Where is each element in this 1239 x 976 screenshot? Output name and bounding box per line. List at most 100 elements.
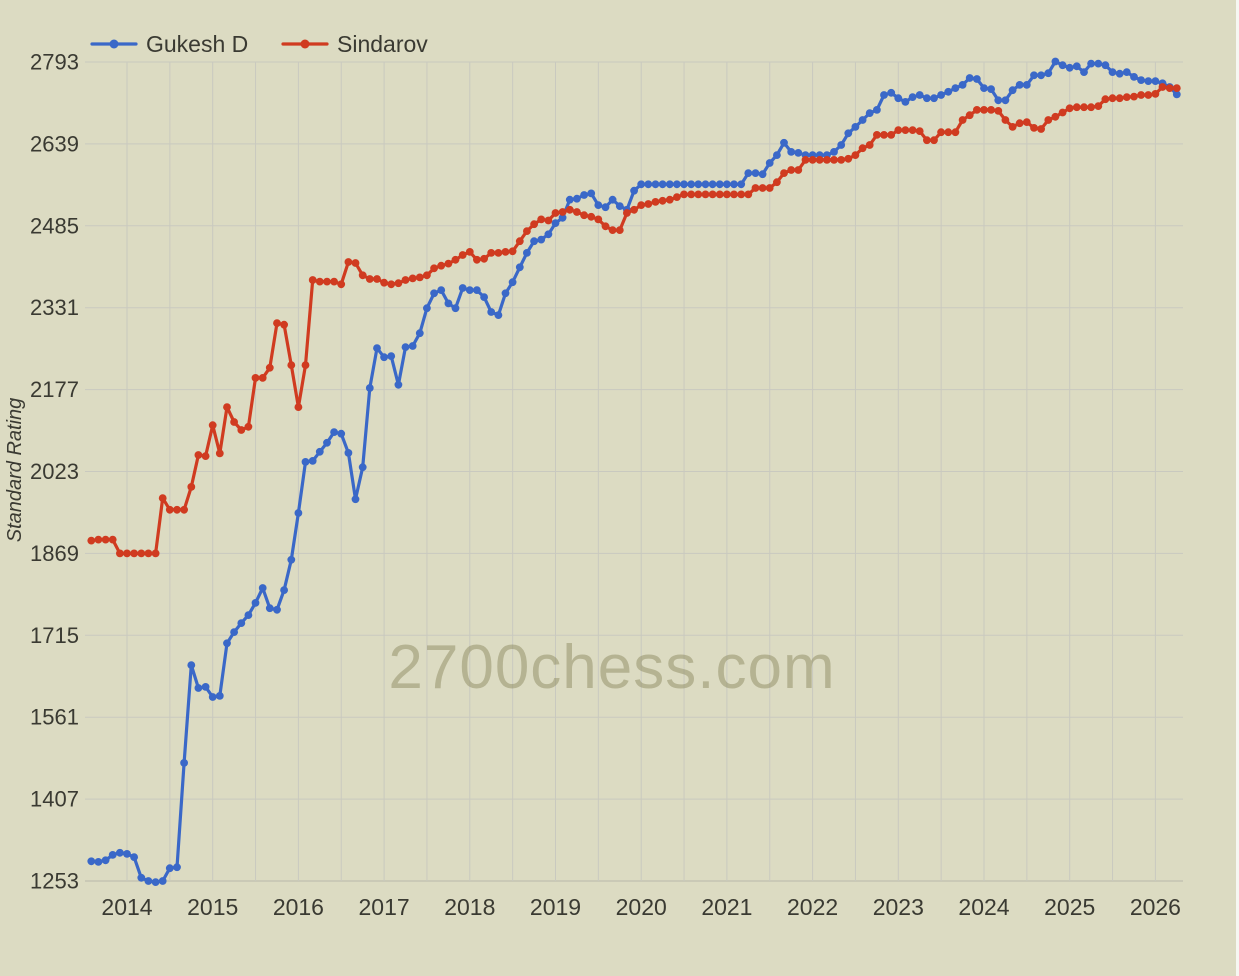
gukesh-d-point (844, 129, 853, 138)
gukesh-d-point (116, 848, 124, 857)
sindarov-point (273, 319, 281, 327)
sindarov-point (601, 222, 610, 231)
sindarov-point (808, 156, 817, 164)
legend-marker-dot (300, 39, 310, 49)
gukesh-d-point (615, 202, 624, 211)
gukesh-d-point (237, 619, 246, 627)
sindarov-point (858, 144, 867, 153)
legend-item-sindarov[interactable]: Sindarov (281, 31, 428, 57)
sindarov-point (501, 248, 510, 256)
gukesh-d-point (1008, 86, 1017, 95)
gukesh-d-point (101, 856, 110, 865)
x-tick-label: 2014 (101, 894, 152, 920)
sindarov-point (1065, 104, 1074, 113)
sindarov-point (1030, 124, 1038, 132)
gukesh-d-point (601, 203, 610, 212)
sindarov-point (323, 277, 331, 286)
sindarov-point (515, 237, 524, 246)
sindarov-point (773, 178, 781, 187)
gukesh-d-point (1080, 68, 1088, 76)
gukesh-d-point (480, 293, 488, 301)
sindarov-point (751, 184, 760, 192)
x-tick-label: 2018 (444, 894, 495, 920)
sindarov-point (116, 549, 124, 558)
sindarov-point (1037, 125, 1045, 133)
sindarov-point (730, 190, 738, 199)
gukesh-d-point (708, 180, 717, 189)
sindarov-point (687, 190, 696, 199)
sindarov-point (758, 184, 767, 192)
series-sindarov (87, 83, 1181, 558)
sindarov-point (387, 280, 396, 289)
sindarov-point (780, 169, 788, 178)
sindarov-point (1108, 94, 1117, 103)
gukesh-d-point (423, 304, 431, 313)
sindarov-point (573, 208, 581, 216)
sindarov-point (1172, 84, 1181, 92)
gukesh-d-point (551, 219, 560, 228)
sindarov-point (1158, 83, 1167, 91)
sindarov-point (151, 549, 160, 558)
sindarov-point (694, 190, 703, 199)
gukesh-d-point (573, 194, 581, 203)
gukesh-d-point (1151, 77, 1160, 85)
gukesh-d-point (723, 180, 731, 189)
sindarov-point (737, 190, 746, 199)
gukesh-d-point (851, 123, 860, 131)
gukesh-d-point (965, 74, 974, 82)
sindarov-point (630, 205, 638, 214)
gukesh-d-point (487, 308, 496, 316)
sindarov-point (437, 261, 446, 270)
sindarov-point (373, 275, 381, 283)
gukesh-d-point (1001, 96, 1010, 105)
sindarov-point (287, 361, 296, 369)
sindarov-point (980, 106, 988, 114)
gukesh-d-point (980, 84, 988, 92)
gukesh-d-point (515, 263, 524, 272)
gukesh-d-point (651, 180, 660, 189)
sindarov-point (444, 259, 453, 268)
gukesh-d-point (494, 311, 503, 319)
gukesh-d-point (973, 75, 981, 83)
y-tick-label: 2485 (30, 213, 79, 238)
gukesh-d-point (165, 864, 174, 873)
sindarov-point (123, 549, 131, 558)
sindarov-point (551, 209, 560, 217)
sindarov-point (1008, 123, 1017, 131)
sindarov-point (744, 190, 753, 199)
sindarov-point (187, 483, 196, 491)
gukesh-d-point (265, 604, 274, 613)
sindarov-point (1072, 103, 1081, 112)
gukesh-d-point (1044, 69, 1053, 78)
legend-item-gukesh-d[interactable]: Gukesh D (90, 31, 248, 57)
gukesh-d-point (558, 213, 567, 222)
gukesh-d-point (730, 180, 738, 189)
y-tick-label: 1715 (30, 623, 79, 648)
gukesh-d-point (130, 853, 139, 861)
sindarov-point (523, 227, 531, 236)
sindarov-point (237, 426, 246, 434)
y-axis-tick-labels: 1253 1407 1561 1715 1869 2023 2177 2331 2485 2639… (30, 50, 79, 894)
sindarov-point (544, 216, 553, 225)
sindarov-point (851, 151, 860, 160)
sindarov-point (215, 449, 224, 458)
x-tick-label: 2023 (873, 894, 924, 920)
sindarov-point (1015, 119, 1024, 128)
sindarov-point (130, 549, 139, 558)
gridlines (85, 61, 1183, 882)
legend-marker-dot (109, 39, 119, 49)
gukesh-d-point (430, 289, 438, 298)
gukesh-d-point (351, 495, 360, 504)
gukesh-d-point (408, 342, 417, 350)
gukesh-d-point (644, 180, 653, 189)
gukesh-d-point (780, 138, 788, 147)
gukesh-d-point (301, 458, 310, 466)
y-tick-label: 2331 (30, 295, 79, 320)
gukesh-d-point (937, 91, 945, 99)
gukesh-d-point (544, 230, 553, 239)
gukesh-d-point (394, 380, 403, 389)
sindarov-point (1094, 102, 1103, 110)
sindarov-point (623, 209, 631, 217)
sindarov-point (844, 154, 853, 163)
